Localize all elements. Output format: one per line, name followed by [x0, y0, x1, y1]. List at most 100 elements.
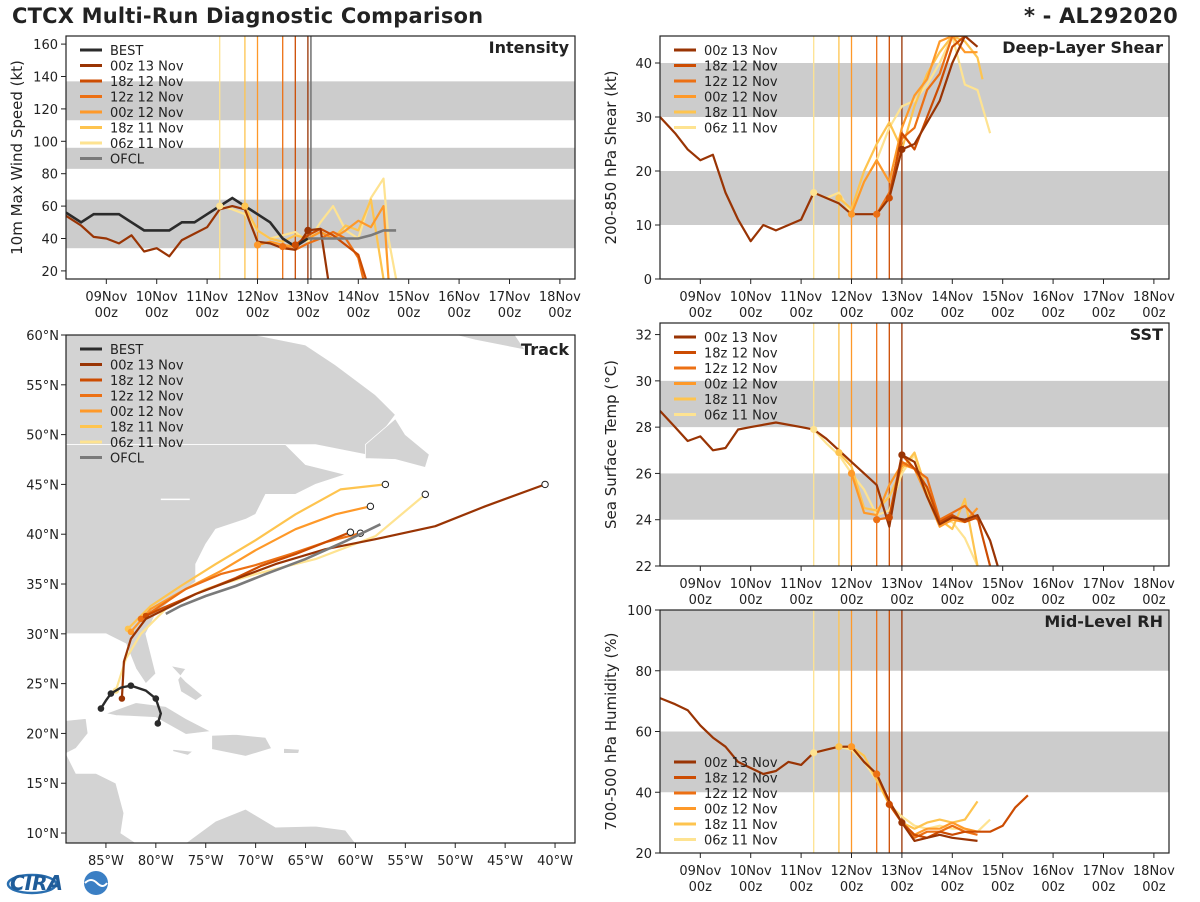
track-end-marker — [421, 490, 429, 499]
legend-label: 06z 11 Nov — [110, 436, 184, 451]
x-tick-label-day: 14Nov — [931, 577, 973, 592]
legend-label: 06z 11 Nov — [704, 409, 778, 424]
init-points — [810, 425, 906, 524]
legend-label: 18z 11 Nov — [110, 421, 184, 436]
legend-label: 12z 12 Nov — [110, 91, 184, 106]
x-tick-label-hour: 00z — [145, 306, 169, 321]
x-tick-label-day: 17Nov — [1083, 290, 1125, 305]
x-tick-label-day: 12Nov — [831, 290, 873, 305]
x-tick-label-day: 13Nov — [881, 864, 923, 879]
land-bahamas — [169, 665, 204, 702]
logo-wave-icon — [84, 879, 108, 887]
legend-label: BEST — [110, 343, 143, 358]
reference-band — [660, 171, 1169, 225]
track-line-00z-12-nov — [130, 505, 371, 633]
init-time-lines — [813, 610, 903, 853]
x-tick-label-day: 14Nov — [337, 290, 379, 305]
y-tick-label: 60 — [41, 200, 58, 215]
init-point-marker — [873, 770, 881, 778]
x-tick-label-hour: 00z — [548, 306, 572, 321]
x-tick-label-day: 16Nov — [1032, 290, 1074, 305]
x-tick-label-day: 18Nov — [1133, 290, 1175, 305]
land-hispaniola — [211, 733, 273, 757]
lat-tick-label: 35°N — [26, 578, 59, 593]
track-end-marker — [381, 480, 390, 489]
x-tick-label-hour: 00z — [941, 880, 965, 895]
x-tick-label-hour: 00z — [1142, 880, 1166, 895]
series-line-06z-11-nov — [813, 36, 992, 216]
init-point-marker — [810, 425, 818, 434]
init-point-marker — [885, 194, 893, 202]
lon-tick-label: 80°W — [138, 854, 174, 869]
x-tick-label-day: 17Nov — [1083, 864, 1125, 879]
x-tick-label-day: 11Nov — [186, 290, 228, 305]
init-point-marker — [253, 241, 262, 249]
best-track-point — [152, 695, 160, 702]
reference-band — [660, 473, 1169, 520]
init-point-marker — [835, 194, 843, 202]
legend-label: 18z 11 Nov — [704, 106, 778, 121]
legend-label: 12z 12 Nov — [704, 75, 778, 90]
y-axis: 0 10 20 30 40 200-850 hPa Shear (kt) — [602, 57, 660, 288]
track-start-marker — [127, 628, 135, 636]
map-axes: 85°W 80°W 75°W 70°W 65°W 60°W 55°W 50°W 45°W 40°W… — [26, 329, 573, 869]
panel-frame — [65, 35, 576, 280]
lat-tick-label: 30°N — [26, 628, 59, 643]
x-tick-label-hour: 00z — [498, 306, 522, 321]
legend-label: 00z 12 Nov — [704, 378, 778, 393]
x-tick-label-hour: 00z — [95, 306, 119, 321]
y-tick-label: 0 — [644, 273, 652, 288]
series — [660, 410, 999, 566]
reference-band — [660, 380, 1169, 428]
x-tick-label-day: 12Nov — [831, 864, 873, 879]
legend-label: 18z 11 Nov — [704, 818, 778, 833]
x-tick-label-day: 15Nov — [388, 290, 430, 305]
x-tick-label-day: 15Nov — [982, 864, 1024, 879]
x-tick-label-hour: 00z — [890, 593, 914, 608]
legend-label: 00z 12 Nov — [704, 803, 778, 818]
init-point-marker — [898, 145, 906, 153]
track-line-00z-13-nov — [120, 483, 546, 699]
reference-band — [660, 731, 1169, 793]
x-tick-label-day: 11Nov — [780, 577, 822, 592]
init-points — [216, 202, 312, 251]
legend-label: 18z 11 Nov — [704, 393, 778, 408]
reference-band — [660, 610, 1169, 671]
x-tick-label-hour: 00z — [890, 880, 914, 895]
init-time-lines — [813, 36, 903, 279]
y-axis-label: 700-500 hPa Humidity (%) — [602, 632, 620, 830]
best-track-point — [107, 690, 115, 697]
x-tick-label-day: 13Nov — [287, 290, 329, 305]
x-tick-label-day: 13Nov — [881, 577, 923, 592]
x-tick-label-day: 18Nov — [1133, 864, 1175, 879]
series — [660, 697, 1029, 843]
x-axis: 09Nov00z10Nov00z11Nov00z12Nov00z13Nov00z… — [679, 279, 1175, 321]
x-tick-label-day: 12Nov — [831, 577, 873, 592]
x-tick-label-hour: 00z — [991, 306, 1015, 321]
init-point-marker — [873, 210, 881, 218]
y-tick-label: 40 — [41, 233, 58, 248]
y-tick-label: 30 — [635, 111, 652, 126]
legend-label: 00z 13 Nov — [704, 756, 778, 771]
reference-bands — [660, 380, 1169, 520]
y-tick-label: 20 — [635, 847, 652, 862]
logo-swoosh-icon — [6, 873, 58, 895]
panel-rh: 20 40 60 80 100 700-500 hPa Humidity (%) 09Nov… — [602, 604, 1175, 895]
legend-label: 18z 12 Nov — [704, 347, 778, 362]
init-point-marker — [898, 451, 906, 459]
legend-label: 00z 13 Nov — [110, 60, 184, 75]
land-greenland — [455, 335, 526, 351]
land-yucatan — [66, 718, 89, 754]
init-point-marker — [885, 800, 893, 809]
legend-label: 06z 11 Nov — [704, 122, 778, 137]
legend-label: BEST — [110, 44, 143, 59]
init-point-marker — [241, 202, 249, 210]
x-tick-label-day: 10Nov — [730, 577, 772, 592]
lon-tick-label: 60°W — [337, 854, 373, 869]
x-tick-label-hour: 00z — [789, 306, 813, 321]
x-tick-label-hour: 00z — [840, 880, 864, 895]
init-point-marker — [304, 226, 312, 234]
